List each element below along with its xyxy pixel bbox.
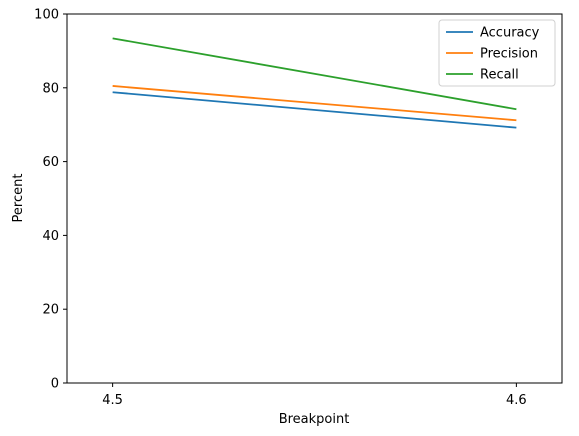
y-tick-label: 100 — [34, 8, 59, 23]
legend: Accuracy Precision Recall — [438, 19, 556, 87]
series-line-recall — [112, 37, 517, 111]
legend-label: Precision — [480, 47, 538, 62]
x-tick-label: 4.6 — [506, 393, 527, 408]
x-axis: 4.5 4.6 — [102, 383, 527, 408]
legend-label: Recall — [480, 68, 519, 83]
series-lines — [112, 37, 517, 129]
y-tick-label: 80 — [42, 81, 59, 96]
x-tick-label: 4.5 — [102, 393, 123, 408]
y-axis: 0 20 40 60 80 100 — [34, 8, 67, 392]
series-line-precision — [112, 85, 517, 122]
y-tick-label: 0 — [51, 377, 59, 392]
legend-box — [438, 19, 556, 87]
y-tick-label: 60 — [42, 155, 59, 170]
y-tick-label: 40 — [42, 229, 59, 244]
x-axis-label: Breakpoint — [279, 412, 350, 427]
series-line-accuracy — [112, 91, 517, 129]
y-tick-label: 20 — [42, 303, 59, 318]
y-axis-label: Percent — [11, 174, 26, 223]
legend-label: Accuracy — [480, 26, 540, 41]
